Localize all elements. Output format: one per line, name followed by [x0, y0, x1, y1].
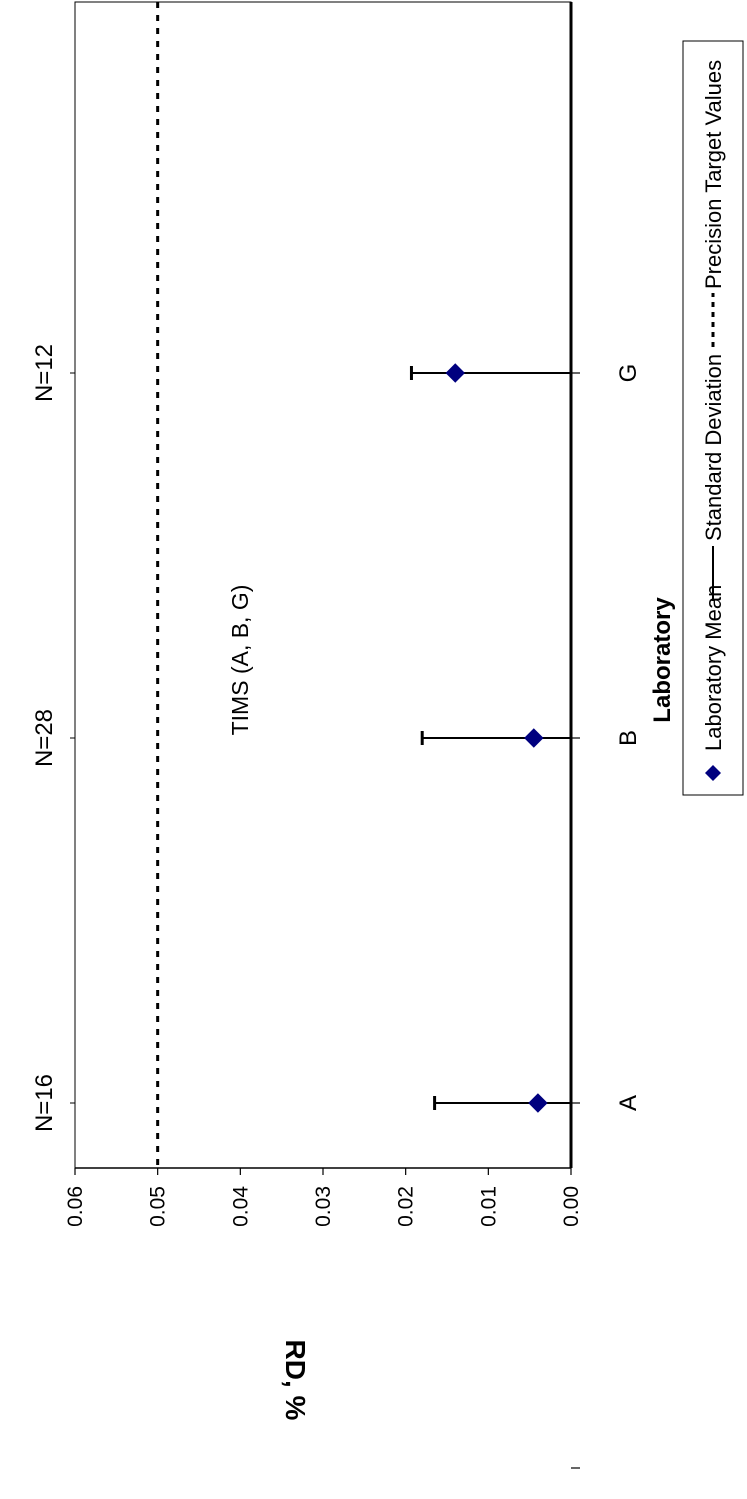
legend-label: Precision Target Values — [701, 60, 726, 289]
y-tick-label: 0.05 — [147, 1186, 170, 1227]
legend-mean-marker — [705, 765, 721, 781]
legend-label: Laboratory Mean — [701, 585, 726, 751]
y-axis-ticks: 0.00 0.01 0.02 0.03 0.04 0.05 0.06 — [64, 372, 583, 1469]
data-marks — [156, 2, 571, 1168]
n-label: N=28 — [31, 709, 58, 767]
category-label: G — [615, 364, 642, 383]
category-label: A — [615, 1095, 642, 1111]
plot-area — [74, 1, 573, 1169]
y-tick-label: 0.02 — [395, 1186, 418, 1227]
y-axis-title: RD, % — [280, 1340, 311, 1421]
legend: Laboratory Mean Standard Deviation Precisi… — [682, 40, 744, 796]
mean-point — [445, 363, 465, 383]
chart-labels: A N=16 B N=28 G N=12 TIMS (A, B, G) Laboratory R… — [31, 344, 676, 1421]
n-label: N=12 — [31, 344, 58, 402]
category-label: B — [615, 730, 642, 746]
plot-border — [74, 1, 572, 1169]
n-label: N=16 — [31, 1074, 58, 1132]
mean-point — [528, 1093, 548, 1113]
y-tick-label: 0.03 — [312, 1186, 335, 1227]
y-tick-label: 0.00 — [560, 1186, 583, 1227]
y-tick-label: 0.01 — [477, 1186, 500, 1227]
y-tick-label: 0.04 — [229, 1186, 252, 1227]
y-tick-label: 0.06 — [64, 1186, 87, 1227]
legend-box — [682, 40, 744, 796]
legend-label: Standard Deviation — [701, 354, 726, 541]
annotation: TIMS (A, B, G) — [227, 585, 253, 736]
x-axis-title: Laboratory — [649, 597, 676, 723]
mean-point — [524, 728, 544, 748]
